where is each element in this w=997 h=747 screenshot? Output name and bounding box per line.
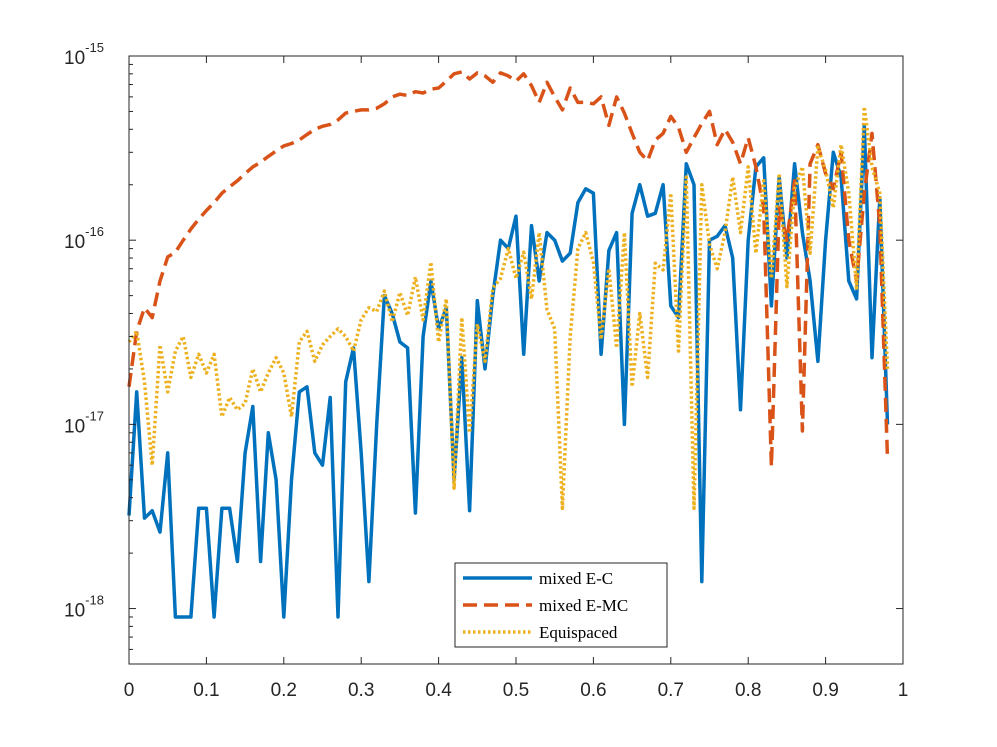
tick-marks bbox=[128, 55, 904, 664]
y-tick-label-2: 10-16 bbox=[64, 224, 104, 253]
series-line-1 bbox=[127, 70, 890, 469]
x-tick-label-3: 0.3 bbox=[348, 680, 374, 701]
series-line-2 bbox=[127, 105, 890, 511]
x-tick-label-8: 0.8 bbox=[735, 680, 761, 701]
x-tick-label-6: 0.6 bbox=[580, 680, 606, 701]
x-tick-label-7: 0.7 bbox=[658, 680, 684, 701]
x-tick-label-9: 0.9 bbox=[812, 680, 838, 701]
x-tick-label-5: 0.5 bbox=[503, 680, 529, 701]
y-tick-labels: 10-18 10-17 10-16 10-15 bbox=[64, 40, 104, 622]
legend-label-2: Equispaced bbox=[539, 623, 618, 642]
x-tick-label-4: 0.4 bbox=[425, 680, 452, 701]
y-tick-label-0: 10-18 bbox=[64, 593, 104, 622]
series-layer bbox=[127, 70, 890, 619]
x-tick-label-10: 1 bbox=[898, 680, 909, 701]
x-tick-label-2: 0.2 bbox=[271, 680, 297, 701]
y-tick-label-3: 10-15 bbox=[64, 40, 104, 69]
x-tick-label-1: 0.1 bbox=[193, 680, 219, 701]
legend-label-0: mixed E-C bbox=[539, 569, 613, 588]
x-tick-label-0: 0 bbox=[124, 680, 135, 701]
y-tick-label-1: 10-17 bbox=[64, 408, 104, 437]
legend-label-1: mixed E-MC bbox=[539, 596, 628, 615]
legend: mixed E-C mixed E-MC Equispaced bbox=[454, 562, 668, 648]
x-tick-labels: 0 0.1 0.2 0.3 0.4 0.5 0.6 0.7 0.8 0.9 1 bbox=[124, 680, 909, 701]
